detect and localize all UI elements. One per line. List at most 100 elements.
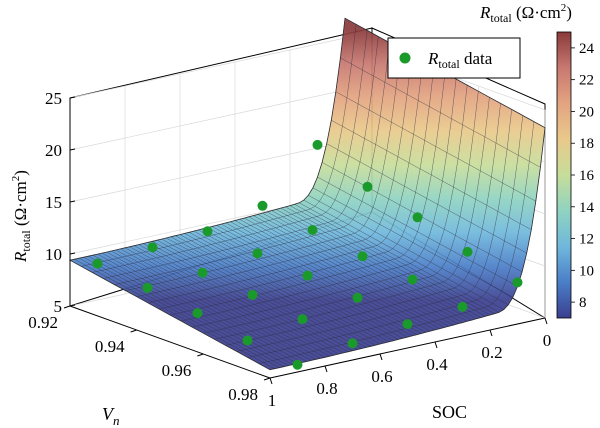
data-point: [142, 282, 153, 293]
vn-tick-labels: 0.92 0.94 0.96 0.98: [28, 305, 271, 404]
mesh-line-soc: [129, 246, 330, 357]
data-point: [357, 251, 368, 262]
soc-tick-label: 1: [268, 391, 277, 410]
z-tick-label: 25: [45, 89, 62, 108]
mesh-line-soc: [143, 243, 344, 354]
data-points: [92, 139, 523, 370]
data-point: [457, 301, 468, 312]
mesh-line-soc: [216, 225, 417, 335]
z-tick-label: 20: [45, 141, 62, 160]
colorbar-tick-label: 16: [579, 168, 595, 184]
mesh-line-soc: [88, 256, 289, 366]
mesh-line-soc: [326, 143, 527, 254]
colorbar-tick-label: 14: [579, 200, 595, 216]
vn-tick-label: 0.96: [162, 361, 192, 380]
z-tick: [69, 148, 76, 151]
vn-tick: [263, 377, 271, 381]
mesh-line-soc: [266, 211, 468, 322]
mesh-line-soc: [262, 212, 463, 323]
mesh-line-soc: [79, 258, 280, 368]
mesh-line-soc: [179, 234, 381, 345]
mesh-line-soc: [294, 204, 495, 314]
mesh-line-soc: [248, 216, 449, 327]
mesh-line-soc: [335, 91, 536, 202]
mesh-line-soc: [211, 226, 413, 337]
data-point: [512, 277, 523, 288]
mesh-line-soc: [202, 228, 404, 339]
mesh-line-soc: [170, 236, 371, 347]
mesh-line-soc: [184, 233, 385, 344]
legend-label: Rtotal data: [427, 49, 493, 71]
data-point: [257, 200, 268, 211]
colorbar-tick-label: 12: [579, 232, 594, 248]
z-axis-title: Rtotal (Ω·cm2): [10, 170, 33, 263]
z-tick-label: 15: [45, 193, 62, 212]
mesh-line-soc: [239, 219, 440, 329]
mesh-line-soc: [189, 232, 390, 342]
vn-tick: [63, 305, 71, 309]
data-point: [307, 225, 318, 235]
mesh-line-soc: [69, 260, 271, 370]
mesh-line-soc: [74, 259, 275, 369]
vn-axis-title: Vn: [102, 404, 120, 428]
mesh-line-soc: [161, 238, 362, 349]
soc-tick-label: 0.4: [426, 355, 448, 374]
data-point: [252, 248, 263, 259]
data-point: [247, 289, 258, 300]
legend: Rtotal data: [387, 37, 521, 79]
mesh-line-soc: [257, 214, 459, 324]
mesh-line-soc: [111, 250, 312, 361]
data-point: [192, 308, 203, 319]
data-point: [362, 181, 373, 192]
vn-tick: [130, 329, 137, 333]
mesh-line-soc: [83, 257, 284, 367]
mesh-line-soc: [124, 247, 326, 358]
data-point: [462, 246, 473, 257]
soc-axis-title: SOC: [432, 402, 467, 422]
data-point: [242, 335, 253, 346]
mesh-line-soc: [289, 205, 491, 316]
soc-tick: [269, 377, 273, 385]
data-point: [147, 242, 158, 253]
z-tick: [69, 304, 76, 307]
z-tick-labels: 5 10 15 20 25: [45, 89, 76, 316]
soc-tick-label: 0.8: [316, 379, 337, 398]
colorbar-gradient: [556, 31, 572, 319]
soc-tick: [324, 365, 328, 373]
colorbar-tick-label: 8: [579, 295, 587, 311]
data-point: [297, 314, 308, 325]
vn-tick-label: 0.98: [228, 385, 258, 404]
data-point: [302, 270, 313, 281]
colorbar-tick-label: 10: [579, 263, 594, 279]
soc-tick-label: 0.2: [481, 343, 502, 362]
z-tick-label: 10: [45, 245, 62, 264]
data-point: [347, 338, 358, 349]
mesh-line-soc: [92, 255, 294, 365]
mesh-line-soc: [134, 245, 335, 356]
mesh-line-soc: [101, 252, 303, 363]
mesh-line-soc: [198, 229, 399, 340]
data-point: [312, 139, 323, 150]
mesh-line-soc: [230, 221, 431, 332]
mesh-line-soc: [244, 217, 445, 328]
z-tick: [69, 96, 76, 99]
vn-tick: [197, 353, 204, 357]
z-tick: [69, 252, 76, 255]
z-tick: [69, 200, 76, 203]
data-point: [92, 258, 103, 269]
mesh-line-soc: [221, 223, 422, 334]
soc-tick-label: 0.6: [371, 367, 392, 386]
mesh-line-soc: [308, 195, 509, 305]
legend-box: [387, 37, 521, 79]
colorbar: Rtotal (Ω·cm2) 8 10 12 14 16 18 20 22 24: [479, 2, 595, 319]
axis-edge-soc: [269, 317, 546, 379]
data-point: [352, 292, 363, 303]
mesh-line-soc: [115, 249, 316, 360]
mesh-line-soc: [317, 176, 518, 287]
mesh-line-soc: [106, 251, 307, 362]
mesh-line-soc: [340, 57, 541, 168]
mesh-line-soc: [138, 244, 339, 355]
soc-tick: [379, 353, 383, 361]
mesh-line-soc: [175, 235, 376, 346]
